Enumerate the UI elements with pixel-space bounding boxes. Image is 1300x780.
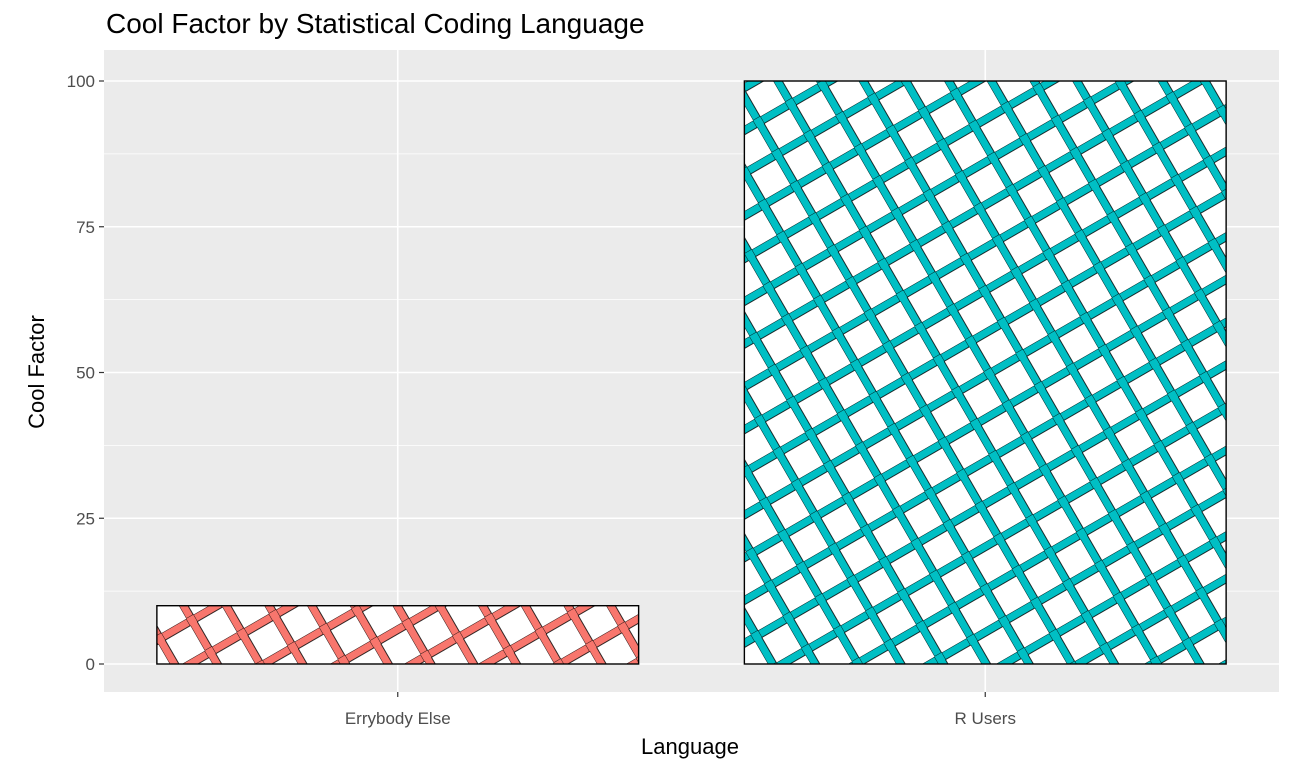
bar-errybody-else: [156, 605, 640, 665]
y-tick-label: 25: [76, 509, 95, 528]
bar-r-users: [743, 80, 1227, 665]
y-tick-label: 0: [86, 655, 95, 674]
chart-title: Cool Factor by Statistical Coding Langua…: [106, 8, 645, 39]
bars-layer: [156, 80, 1227, 665]
y-tick-label: 50: [76, 364, 95, 383]
y-tick-label: 100: [67, 72, 95, 91]
x-axis-title: Language: [641, 734, 739, 759]
x-tick-label: R Users: [955, 709, 1016, 728]
axes-layer: 0 25 50 75 100 Errybody Else R Users: [67, 72, 1016, 728]
y-tick-label: 75: [76, 218, 95, 237]
y-axis-title: Cool Factor: [24, 315, 49, 429]
x-tick-label: Errybody Else: [345, 709, 451, 728]
